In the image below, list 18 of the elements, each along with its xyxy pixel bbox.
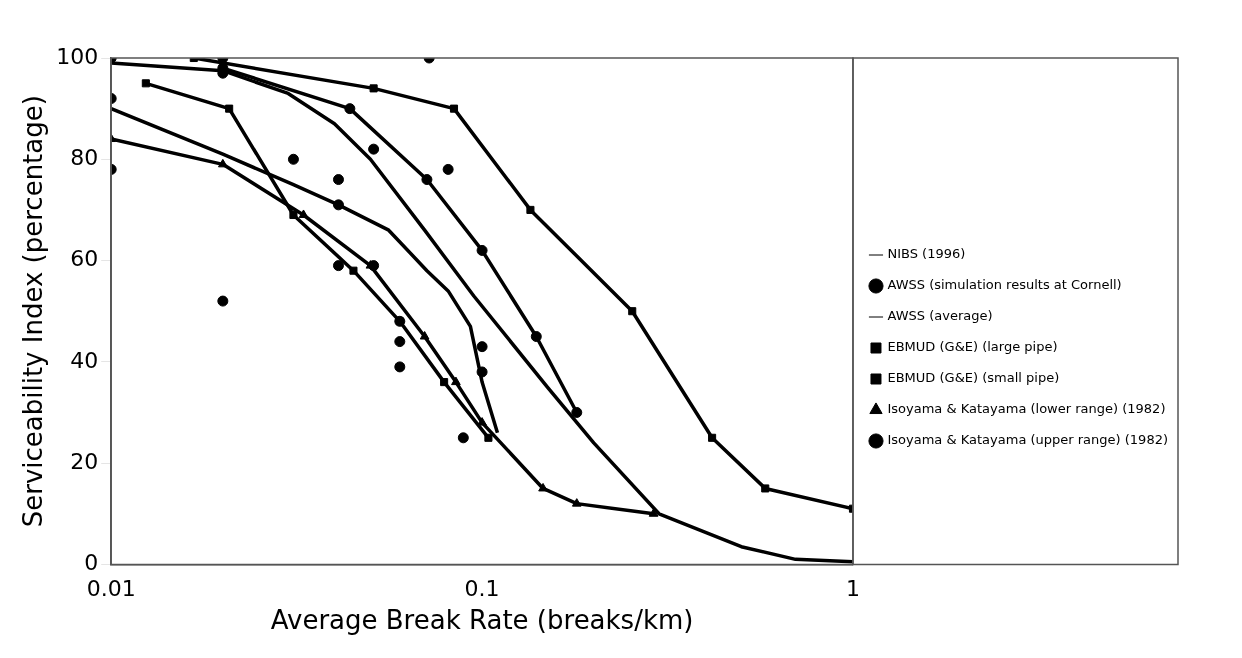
y-axis-title: Serviceability Index (percentage) [18, 95, 49, 528]
x-tick-label: 0.01 [86, 576, 136, 602]
x-axis-title: Average Break Rate (breaks/km) [270, 605, 694, 636]
x-tick-label: 0.1 [464, 576, 500, 602]
y-tick-label: 60 [70, 246, 99, 272]
y-tick-label: 80 [70, 145, 99, 170]
legend-label: EBMUD (G&E) (large pipe) [887, 339, 1058, 355]
y-tick-label: 40 [70, 347, 99, 373]
legend-label: Isoyama & Katayama (upper range) (1982) [887, 432, 1169, 448]
legend-label: EBMUD (G&E) (small pipe) [887, 370, 1060, 386]
legend-label: AWSS (simulation results at Cornell) [887, 277, 1122, 293]
legend-label: Isoyama & Katayama (lower range) (1982) [887, 401, 1166, 417]
y-tick-label: 100 [56, 43, 99, 69]
legend-label: NIBS (1996) [887, 246, 966, 262]
x-tick-label: 1 [845, 576, 860, 602]
y-tick-label: 20 [70, 448, 99, 474]
y-tick-label: 0 [84, 550, 99, 576]
legend-label: AWSS (average) [887, 308, 993, 324]
